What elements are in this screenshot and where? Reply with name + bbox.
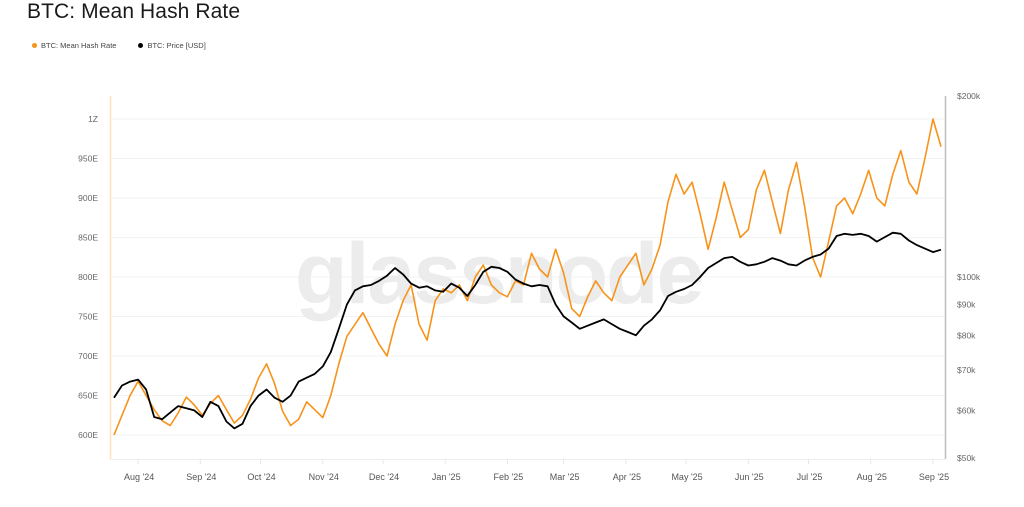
x-tick-label: Mar '25 — [550, 472, 580, 482]
x-tick-label: Dec '24 — [369, 472, 399, 482]
y-axis-right-ticks: $50k $60k $70k $80k $90k $100k $200k — [957, 91, 981, 463]
x-tick-label: Aug '24 — [124, 472, 154, 482]
x-tick-label: May '25 — [671, 472, 702, 482]
y-left-tick-label: 800E — [78, 272, 98, 282]
legend-item-price[interactable]: BTC: Price [USD] — [138, 41, 206, 50]
x-tick-label: Aug '25 — [857, 472, 887, 482]
x-tick-label: Jul '25 — [797, 472, 823, 482]
y-left-tick-label: 650E — [78, 391, 98, 401]
legend-item-hash-rate[interactable]: BTC: Mean Hash Rate — [32, 41, 116, 50]
y-left-tick-label: 1Z — [88, 114, 98, 124]
x-tick-label: Jan '25 — [432, 472, 461, 482]
y-right-tick-label: $200k — [957, 91, 981, 101]
legend: BTC: Mean Hash Rate BTC: Price [USD] — [32, 41, 206, 50]
y-left-tick-label: 950E — [78, 154, 98, 164]
y-right-tick-label: $70k — [957, 365, 976, 375]
y-right-tick-label: $90k — [957, 300, 976, 310]
y-right-tick-label: $50k — [957, 453, 976, 463]
hash-rate-line[interactable] — [113, 118, 942, 436]
y-axis-left-ticks: 600E 650E 700E 750E 800E 850E 900E 950E 1Z — [78, 114, 98, 440]
y-right-tick-label: $60k — [957, 405, 976, 415]
x-tick-label: Oct '24 — [247, 472, 275, 482]
y-left-tick-label: 750E — [78, 312, 98, 322]
y-right-tick-label: $100k — [957, 272, 981, 282]
y-right-tick-label: $80k — [957, 330, 976, 340]
watermark: glassnode — [295, 226, 702, 322]
y-left-tick-label: 850E — [78, 233, 98, 243]
price-line[interactable] — [113, 231, 942, 430]
x-axis-ticks: Aug '24 Sep '24 Oct '24 Nov '24 Dec '24 Jan '… — [124, 459, 949, 482]
chart-title: BTC: Mean Hash Rate — [27, 0, 241, 23]
y-left-tick-label: 900E — [78, 193, 98, 203]
legend-label-hash-rate: BTC: Mean Hash Rate — [41, 41, 117, 50]
x-tick-label: Apr '25 — [613, 472, 641, 482]
legend-label-price: BTC: Price [USD] — [147, 41, 206, 50]
x-tick-label: Nov '24 — [309, 472, 339, 482]
y-left-tick-label: 700E — [78, 351, 98, 361]
x-tick-label: Sep '24 — [186, 472, 216, 482]
legend-dot-price-icon — [138, 43, 144, 48]
x-tick-label: Jun '25 — [735, 472, 764, 482]
gridlines — [110, 118, 945, 436]
y-left-tick-label: 600E — [78, 430, 98, 440]
x-tick-label: Feb '25 — [494, 472, 524, 482]
x-tick-label: Sep '25 — [919, 472, 949, 482]
legend-dot-hash-rate-icon — [32, 43, 37, 48]
